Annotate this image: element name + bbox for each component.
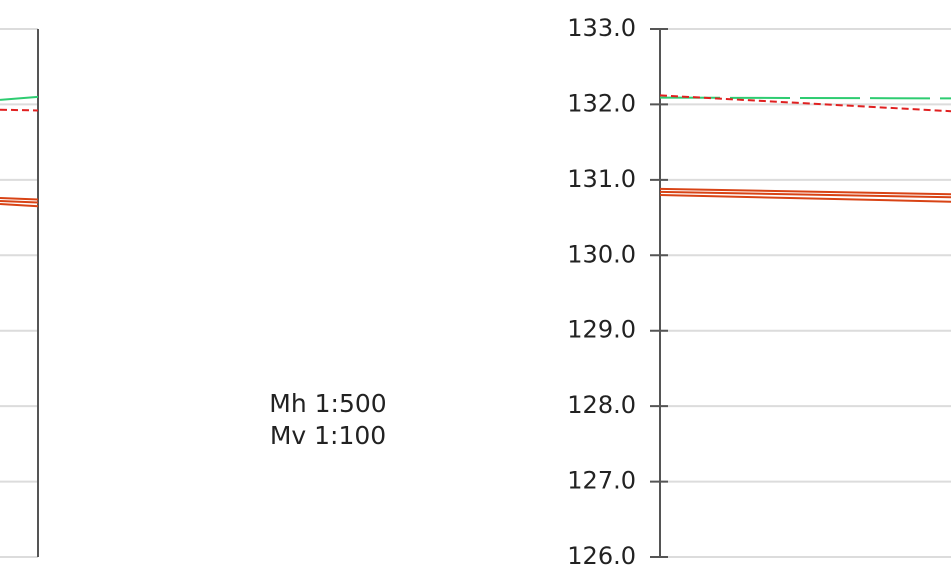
profile-line [659,193,951,203]
y-tick-label: 128.0 [567,391,636,419]
y-tick-label: 133.0 [567,14,636,42]
profile-line [0,95,39,101]
y-tick-label: 127.0 [567,467,636,495]
profile-line [659,187,951,196]
scale-annotation: Mh 1:500 [269,389,386,418]
profile-line [659,190,951,199]
profile-line [0,196,39,201]
y-tick-label: 126.0 [567,542,636,570]
profile-line [0,199,39,204]
y-tick-label: 129.0 [567,316,636,344]
y-tick-label: 130.0 [567,240,636,268]
profile-line [659,94,951,113]
y-tick-label: 132.0 [567,89,636,117]
y-tick-label: 131.0 [567,165,636,193]
profile-line [0,108,39,112]
profile-line [0,202,39,208]
scale-annotation: Mv 1:100 [270,421,386,450]
profile-line [659,96,951,100]
